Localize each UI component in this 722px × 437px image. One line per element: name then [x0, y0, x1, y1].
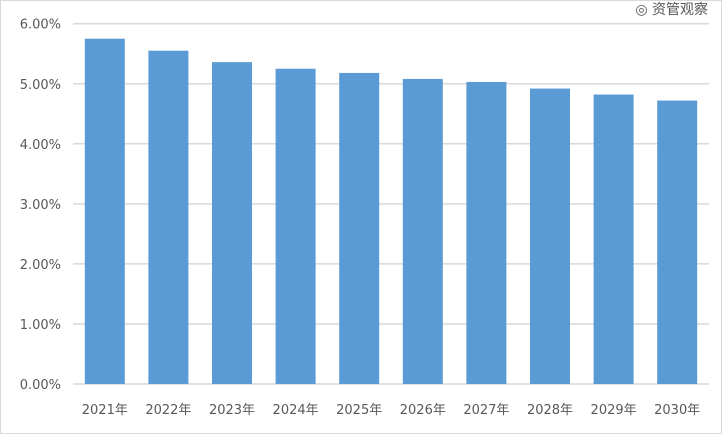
bar	[593, 94, 634, 385]
bar	[530, 88, 570, 384]
x-tick-label: 2030年	[654, 403, 700, 418]
bar	[657, 100, 698, 385]
x-tick-label: 2023年	[209, 403, 255, 418]
x-tick-label: 2025年	[336, 403, 382, 418]
bar	[275, 68, 316, 385]
x-tick-label: 2026年	[400, 403, 446, 418]
bar	[212, 62, 252, 385]
y-tick-label: 5.00%	[20, 78, 61, 93]
x-tick-label: 2022年	[145, 403, 191, 418]
x-tick-label: 2029年	[591, 403, 637, 418]
x-tick-label: 2028年	[527, 403, 573, 418]
y-tick-label: 0.00%	[20, 378, 61, 393]
y-tick-label: 4.00%	[20, 138, 61, 153]
x-tick-label: 2021年	[82, 403, 128, 418]
bar	[148, 50, 189, 384]
y-tick-label: 6.00%	[20, 18, 61, 33]
x-tick-label: 2027年	[463, 403, 509, 418]
y-tick-label: 2.00%	[20, 258, 61, 273]
wechat-icon: ◎	[635, 2, 648, 18]
y-tick-label: 1.00%	[20, 318, 61, 333]
x-tick-label: 2024年	[273, 403, 319, 418]
watermark: ◎ 资管观察	[635, 2, 708, 18]
bar	[466, 81, 507, 385]
bar	[339, 72, 380, 384]
y-tick-label: 3.00%	[20, 198, 61, 213]
watermark-text: 资管观察	[652, 2, 708, 18]
bar	[84, 38, 125, 385]
bar	[402, 78, 443, 385]
